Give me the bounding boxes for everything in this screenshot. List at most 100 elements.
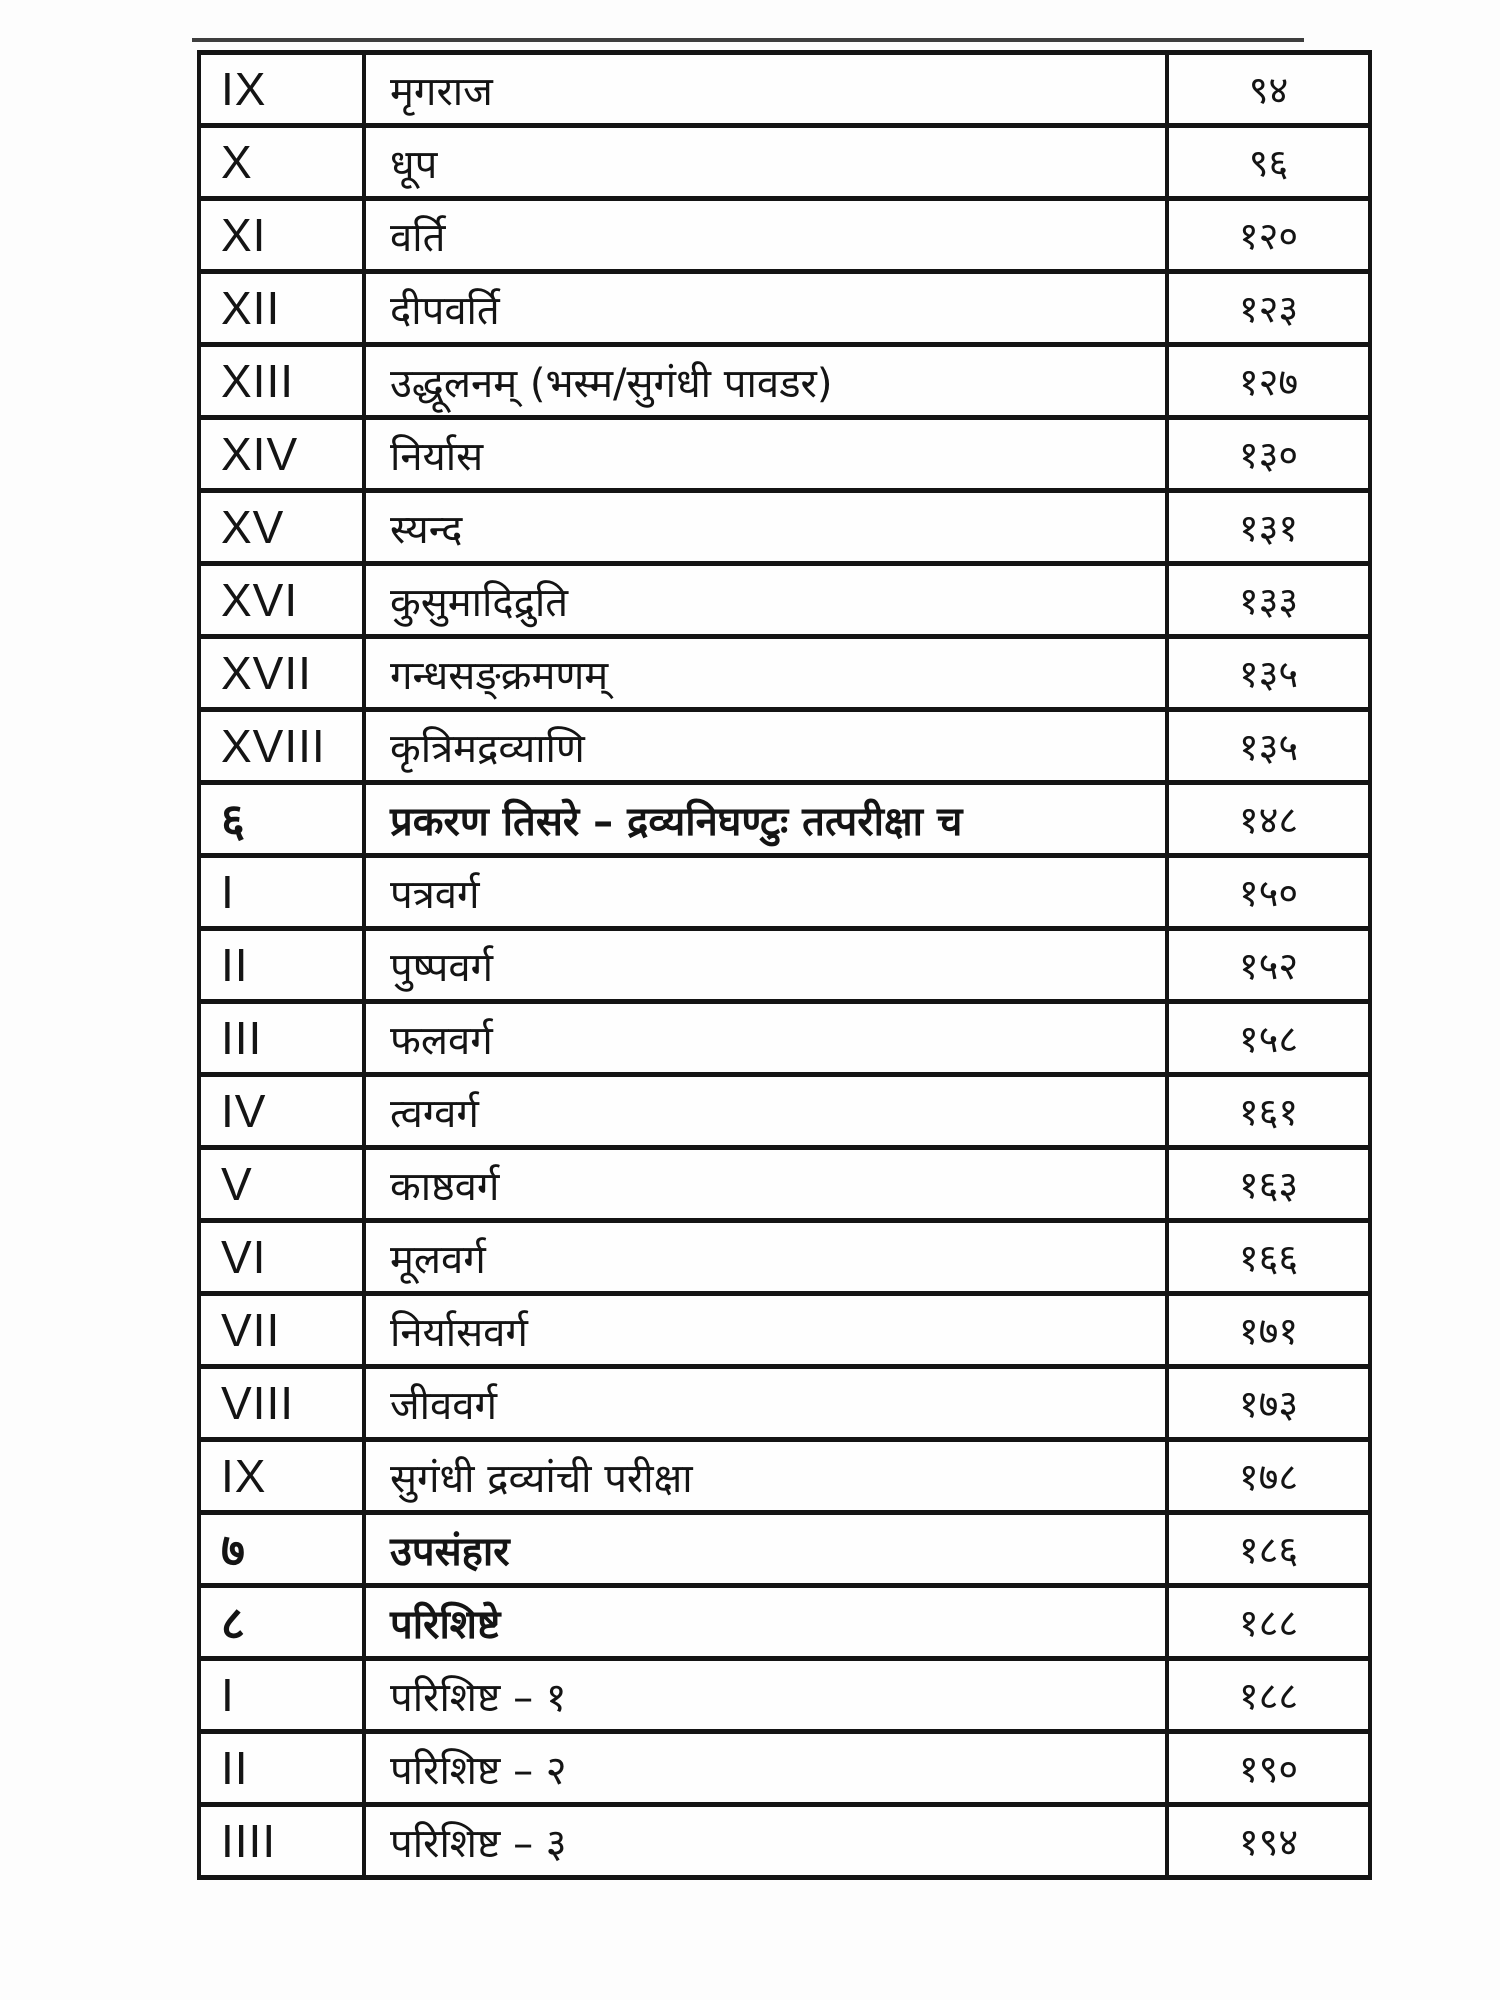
serial-number-cell: VII: [197, 1291, 366, 1369]
table-row: ७ उपसंहार १८६: [197, 1510, 1372, 1588]
serial-number-cell: IX: [197, 1437, 366, 1515]
table-row: VI मूलवर्ग १६६: [197, 1218, 1372, 1296]
page-number-cell: १७१: [1165, 1291, 1372, 1369]
chapter-title-cell: काष्ठवर्ग: [362, 1145, 1169, 1223]
table-row: IX मृगराज ९४: [197, 50, 1372, 128]
page-number-cell: १७८: [1165, 1437, 1372, 1515]
table-row: XIII उद्धूलनम् (भस्म/सुगंधी पावडर) १२७: [197, 342, 1372, 420]
chapter-title-cell: स्यन्द: [362, 488, 1169, 566]
page-number-cell: १६३: [1165, 1145, 1372, 1223]
serial-number-cell: V: [197, 1145, 366, 1223]
table-row: IIII परिशिष्ट – ३ १९४: [197, 1802, 1372, 1880]
serial-number-cell: XII: [197, 269, 366, 347]
table-row: XIV निर्यास १३०: [197, 415, 1372, 493]
page-number-cell: १३५: [1165, 634, 1372, 712]
serial-number-cell: I: [197, 853, 366, 931]
table-row: I पत्रवर्ग १५०: [197, 853, 1372, 931]
page-number-cell: १५२: [1165, 926, 1372, 1004]
page-number-cell: १६६: [1165, 1218, 1372, 1296]
serial-number-cell: III: [197, 999, 366, 1077]
page-number-cell: १३१: [1165, 488, 1372, 566]
page-number-cell: १२३: [1165, 269, 1372, 347]
serial-number-cell: ६: [197, 780, 366, 858]
chapter-title-cell: जीववर्ग: [362, 1364, 1169, 1442]
page-number-cell: १२७: [1165, 342, 1372, 420]
serial-number-cell: VI: [197, 1218, 366, 1296]
serial-number-cell: XV: [197, 488, 366, 566]
page-number-cell: १९०: [1165, 1729, 1372, 1807]
table-row: IV त्वग्वर्ग १६१: [197, 1072, 1372, 1150]
table-row: XVIII कृत्रिमद्रव्याणि १३५: [197, 707, 1372, 785]
table-row: I परिशिष्ट – १ १८८: [197, 1656, 1372, 1734]
scan-artifact-line: [192, 38, 1304, 42]
table-row: VII निर्यासवर्ग १७१: [197, 1291, 1372, 1369]
chapter-title-cell: निर्यास: [362, 415, 1169, 493]
serial-number-cell: XIII: [197, 342, 366, 420]
chapter-title-cell: वर्ति: [362, 196, 1169, 274]
table-row: IX सुगंधी द्रव्यांची परीक्षा १७८: [197, 1437, 1372, 1515]
chapter-title-cell: परिशिष्ट – २: [362, 1729, 1169, 1807]
page-number-cell: १८६: [1165, 1510, 1372, 1588]
chapter-title-cell: गन्धसङ्क्रमणम्: [362, 634, 1169, 712]
page-number-cell: ९४: [1165, 50, 1372, 128]
page-number-cell: १७३: [1165, 1364, 1372, 1442]
chapter-title-cell: कुसुमादिद्रुति: [362, 561, 1169, 639]
serial-number-cell: IX: [197, 50, 366, 128]
table-row: II पुष्पवर्ग १५२: [197, 926, 1372, 1004]
chapter-title-cell: परिशिष्टे: [362, 1583, 1169, 1661]
chapter-title-cell: प्रकरण तिसरे – द्रव्यनिघण्टुः तत्परीक्षा…: [362, 780, 1169, 858]
serial-number-cell: X: [197, 123, 366, 201]
chapter-title-cell: धूप: [362, 123, 1169, 201]
serial-number-cell: ८: [197, 1583, 366, 1661]
chapter-title-cell: कृत्रिमद्रव्याणि: [362, 707, 1169, 785]
table-row: XV स्यन्द १३१: [197, 488, 1372, 566]
serial-number-cell: IV: [197, 1072, 366, 1150]
table-row: VIII जीववर्ग १७३: [197, 1364, 1372, 1442]
chapter-title-cell: मूलवर्ग: [362, 1218, 1169, 1296]
chapter-title-cell: पत्रवर्ग: [362, 853, 1169, 931]
table-row: XI वर्ति १२०: [197, 196, 1372, 274]
page-number-cell: १५०: [1165, 853, 1372, 931]
chapter-title-cell: मृगराज: [362, 50, 1169, 128]
serial-number-cell: II: [197, 926, 366, 1004]
serial-number-cell: II: [197, 1729, 366, 1807]
serial-number-cell: ७: [197, 1510, 366, 1588]
chapter-title-cell: उपसंहार: [362, 1510, 1169, 1588]
table-row: III फलवर्ग १५८: [197, 999, 1372, 1077]
chapter-title-cell: दीपवर्ति: [362, 269, 1169, 347]
serial-number-cell: XVIII: [197, 707, 366, 785]
chapter-title-cell: उद्धूलनम् (भस्म/सुगंधी पावडर): [362, 342, 1169, 420]
chapter-title-cell: फलवर्ग: [362, 999, 1169, 1077]
table-row: X धूप ९६: [197, 123, 1372, 201]
serial-number-cell: IIII: [197, 1802, 366, 1880]
table-row: XII दीपवर्ति १२३: [197, 269, 1372, 347]
table-row: XVI कुसुमादिद्रुति १३३: [197, 561, 1372, 639]
table-row: XVII गन्धसङ्क्रमणम् १३५: [197, 634, 1372, 712]
serial-number-cell: XVI: [197, 561, 366, 639]
toc-table: IX मृगराज ९४ X धूप ९६ XI वर्ति १२० XII दीपवर्ति १२३…: [197, 50, 1372, 1880]
chapter-title-cell: पुष्पवर्ग: [362, 926, 1169, 1004]
page-number-cell: १६१: [1165, 1072, 1372, 1150]
table-row: ८ परिशिष्टे १८८: [197, 1583, 1372, 1661]
page-number-cell: १३०: [1165, 415, 1372, 493]
page-number-cell: १३५: [1165, 707, 1372, 785]
chapter-title-cell: परिशिष्ट – १: [362, 1656, 1169, 1734]
serial-number-cell: XVII: [197, 634, 366, 712]
serial-number-cell: VIII: [197, 1364, 366, 1442]
page-number-cell: १५८: [1165, 999, 1372, 1077]
serial-number-cell: XI: [197, 196, 366, 274]
chapter-title-cell: परिशिष्ट – ३: [362, 1802, 1169, 1880]
table-row: V काष्ठवर्ग १६३: [197, 1145, 1372, 1223]
page-number-cell: १२०: [1165, 196, 1372, 274]
chapter-title-cell: निर्यासवर्ग: [362, 1291, 1169, 1369]
page-number-cell: १३३: [1165, 561, 1372, 639]
chapter-title-cell: सुगंधी द्रव्यांची परीक्षा: [362, 1437, 1169, 1515]
page-number-cell: १८८: [1165, 1583, 1372, 1661]
page-number-cell: १८८: [1165, 1656, 1372, 1734]
table-row: ६ प्रकरण तिसरे – द्रव्यनिघण्टुः तत्परीक्ष…: [197, 780, 1372, 858]
chapter-title-cell: त्वग्वर्ग: [362, 1072, 1169, 1150]
serial-number-cell: XIV: [197, 415, 366, 493]
serial-number-cell: I: [197, 1656, 366, 1734]
toc-table-body: IX मृगराज ९४ X धूप ९६ XI वर्ति १२० XII दीपवर्ति १२३…: [197, 50, 1372, 1880]
table-row: II परिशिष्ट – २ १९०: [197, 1729, 1372, 1807]
